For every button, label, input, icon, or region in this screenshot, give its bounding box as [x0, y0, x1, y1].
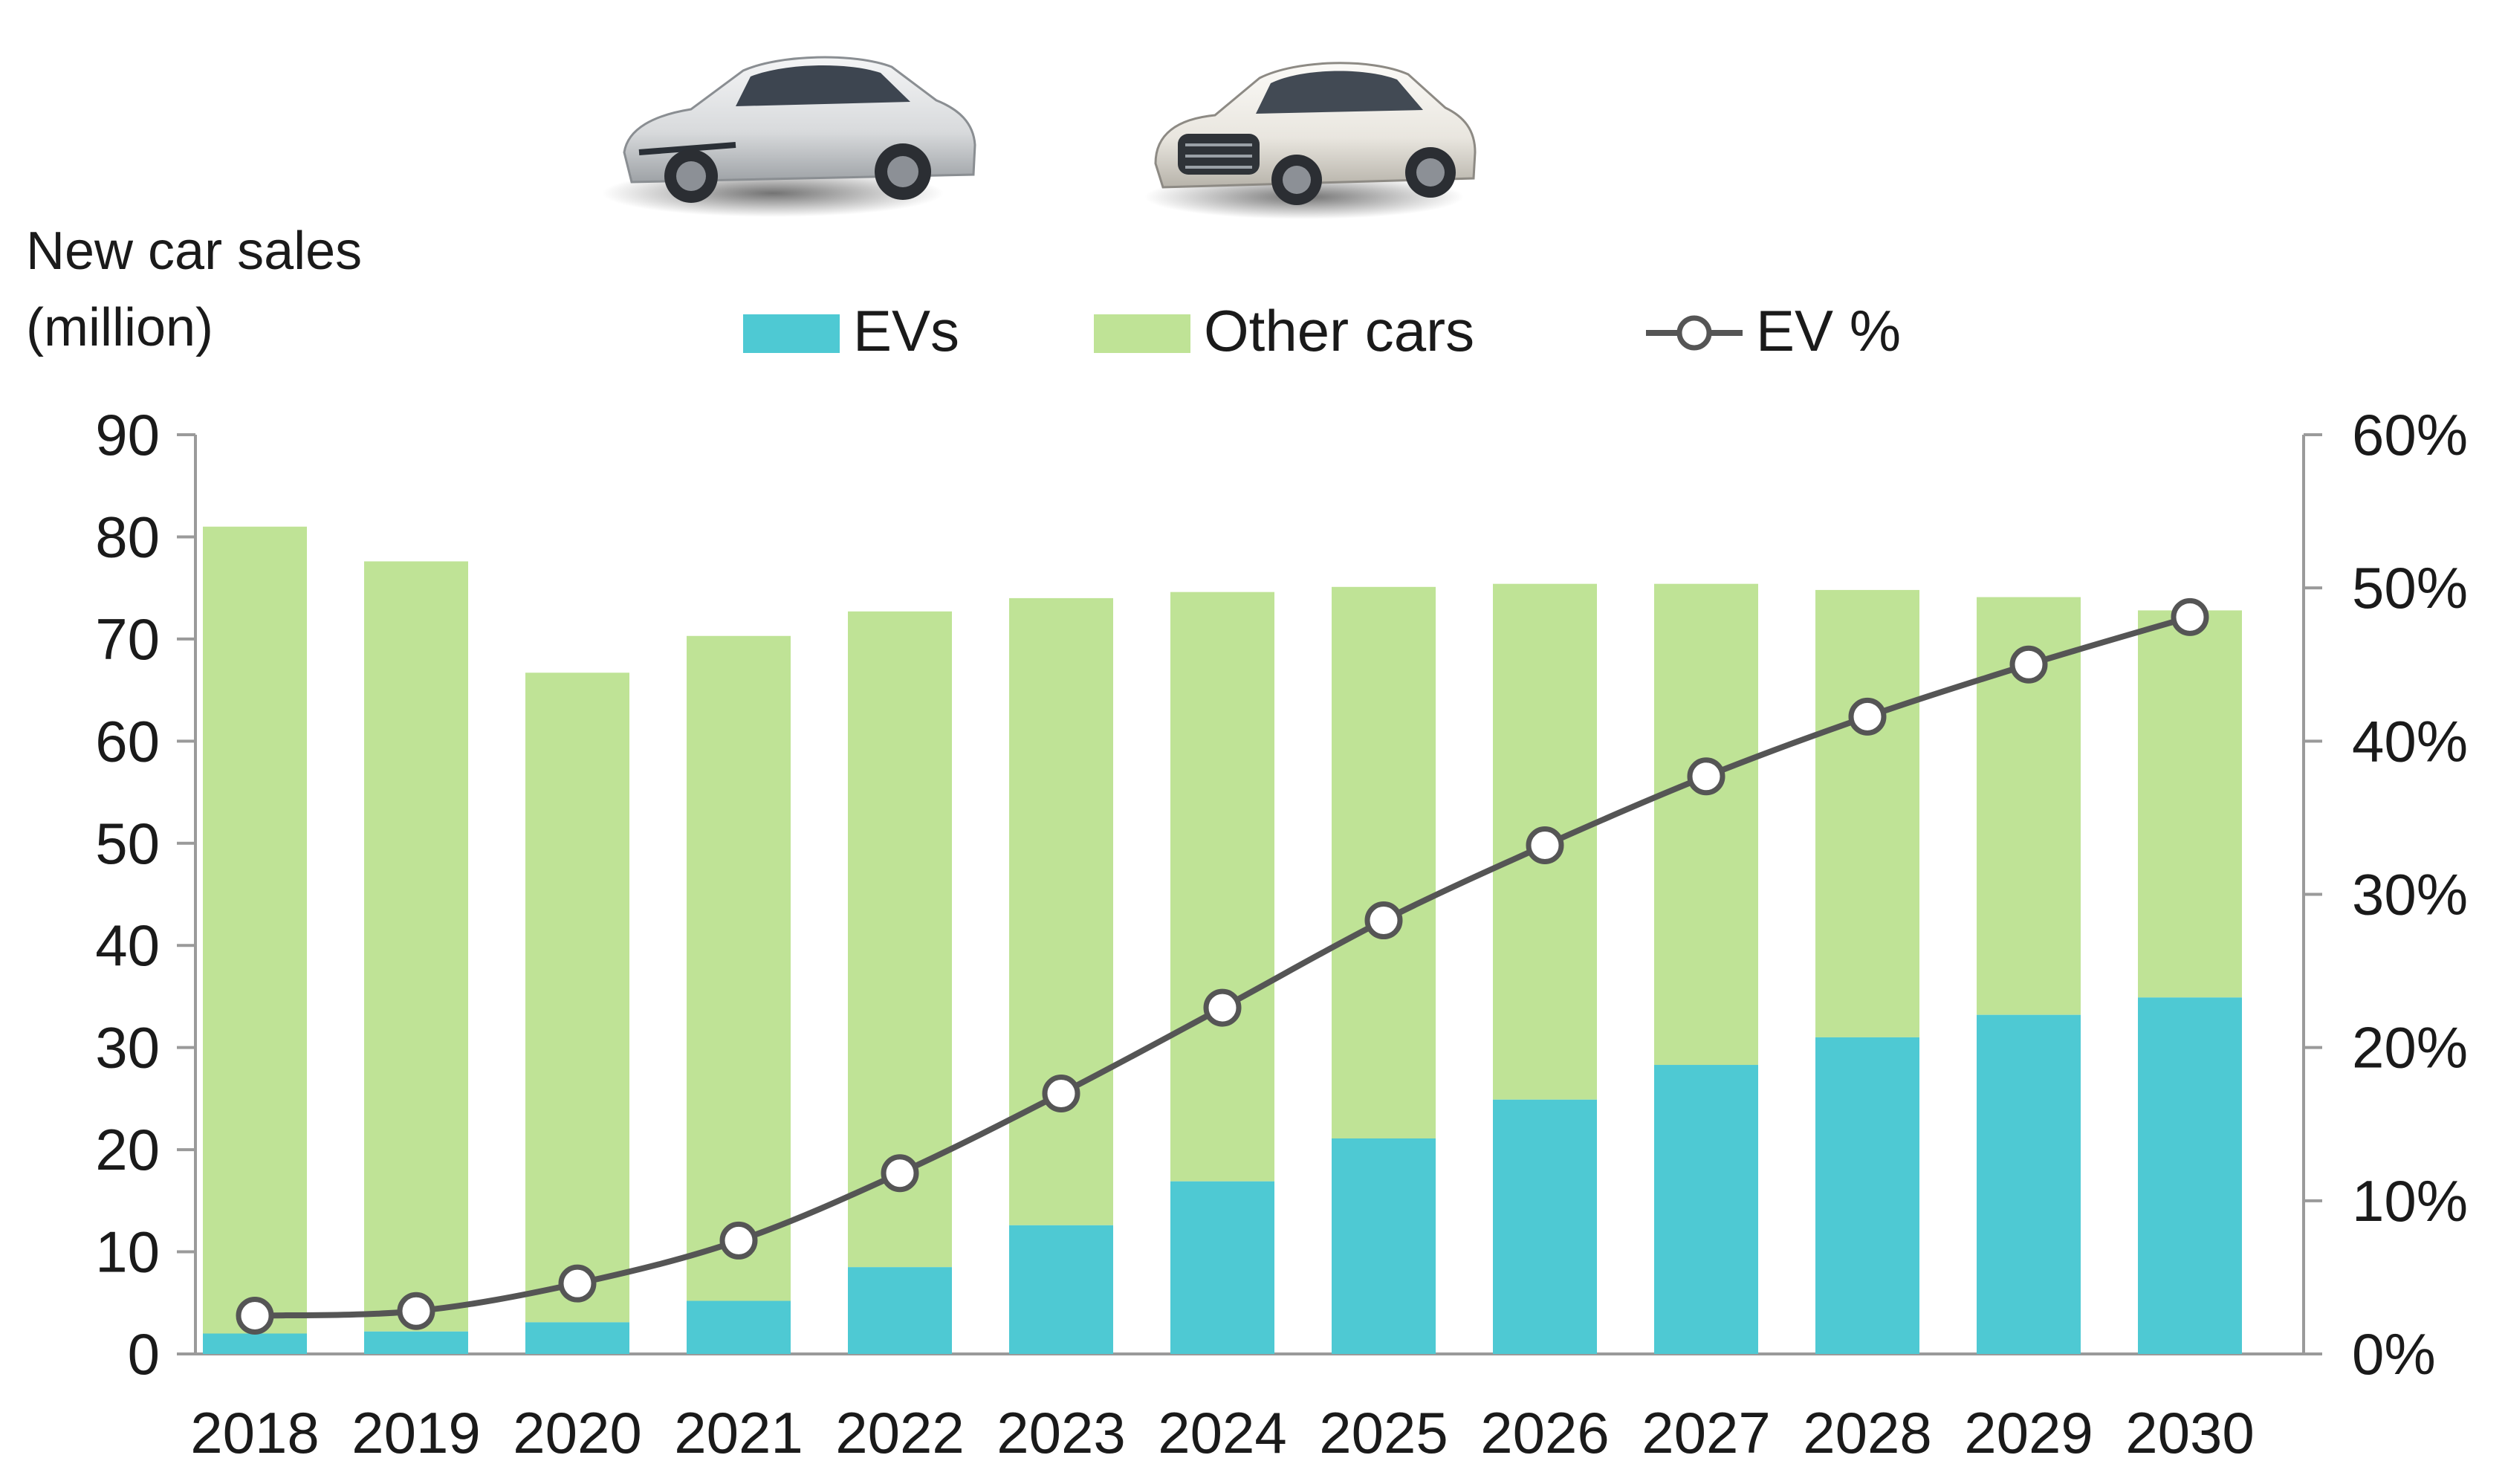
- bar-evs-2026: [1493, 1099, 1597, 1354]
- x-axis-labels: 2018 2019 2020 2021 2022 2023 2024 2025 2026 2027…: [190, 1400, 2255, 1465]
- x-tick-label: 2018: [190, 1400, 320, 1465]
- left-tick-label: 70: [95, 606, 160, 672]
- bars: [203, 526, 2242, 1354]
- ev-percent-point-2018: [236, 1296, 274, 1335]
- legend-label-other-cars: Other cars: [1204, 298, 1474, 363]
- y-axis-title: New car sales (million): [26, 221, 377, 357]
- bar-other-cars-2019: [364, 561, 468, 1332]
- bar-evs-2022: [848, 1267, 952, 1354]
- x-tick-label: 2028: [1803, 1400, 1932, 1465]
- x-tick-label: 2020: [513, 1400, 642, 1465]
- left-tick-label: 10: [95, 1219, 160, 1285]
- bar-evs-2030: [2138, 997, 2242, 1354]
- x-tick-label: 2024: [1158, 1400, 1287, 1465]
- left-axis-ticks: 0 10 20 30 40 50 60 70 80 90: [95, 402, 195, 1387]
- bar-other-cars-2028: [1815, 589, 1919, 1037]
- ev-car-image: [602, 56, 976, 217]
- ev-percent-point-2020: [558, 1264, 597, 1303]
- left-tick-label: 90: [95, 402, 160, 467]
- right-tick-label: 40%: [2352, 708, 2468, 774]
- ev-percent-point-2027: [1687, 757, 1725, 796]
- left-tick-label: 50: [95, 811, 160, 876]
- ev-percent-point-2024: [1203, 988, 1242, 1027]
- legend-label-evs: EVs: [853, 298, 959, 363]
- left-tick-label: 30: [95, 1015, 160, 1080]
- ev-percent-point-2019: [397, 1292, 435, 1330]
- bar-other-cars-2023: [1009, 597, 1113, 1225]
- bar-evs-2027: [1654, 1065, 1758, 1354]
- right-tick-label: 10%: [2352, 1168, 2468, 1234]
- ev-percent-point-2025: [1364, 901, 1403, 940]
- bar-evs-2024: [1170, 1181, 1274, 1354]
- right-tick-label: 20%: [2352, 1015, 2468, 1080]
- ev-percent-point-2029: [2009, 645, 2048, 684]
- left-tick-label: 60: [95, 708, 160, 774]
- bar-other-cars-2018: [203, 526, 307, 1334]
- bar-evs-2021: [687, 1300, 791, 1354]
- bar-evs-2025: [1332, 1138, 1436, 1354]
- bar-evs-2029: [1977, 1014, 2081, 1354]
- left-tick-label: 0: [128, 1321, 160, 1387]
- x-tick-label: 2027: [1642, 1400, 1771, 1465]
- x-tick-label: 2029: [1964, 1400, 2093, 1465]
- right-axis-ticks: 0% 10% 20% 30% 40% 50% 60%: [2304, 402, 2468, 1387]
- left-tick-label: 20: [95, 1117, 160, 1182]
- x-tick-label: 2023: [997, 1400, 1126, 1465]
- bar-other-cars-2027: [1654, 583, 1758, 1066]
- left-tick-label: 80: [95, 504, 160, 569]
- legend: EVs Other cars EV %: [743, 298, 1901, 363]
- right-tick-label: 50%: [2352, 555, 2468, 621]
- ev-percent-point-2026: [1526, 826, 1564, 865]
- bar-evs-2019: [364, 1331, 468, 1354]
- x-tick-label: 2025: [1319, 1400, 1448, 1465]
- ev-percent-line: [236, 597, 2209, 1335]
- x-tick-label: 2022: [835, 1400, 965, 1465]
- bar-evs-2020: [525, 1322, 629, 1354]
- right-tick-label: 60%: [2352, 402, 2468, 467]
- right-tick-label: 0%: [2352, 1321, 2436, 1387]
- right-tick-label: 30%: [2352, 862, 2468, 927]
- x-tick-label: 2021: [674, 1400, 803, 1465]
- y-axis-title-line-2: (million): [26, 298, 213, 357]
- bar-evs-2028: [1815, 1037, 1919, 1354]
- ev-percent-point-2023: [1042, 1075, 1080, 1113]
- bar-evs-2018: [203, 1333, 307, 1354]
- legend-swatch-evs: [743, 314, 840, 353]
- bar-other-cars-2030: [2138, 610, 2242, 998]
- legend-label-ev-percent: EV %: [1756, 298, 1901, 363]
- x-tick-label: 2019: [351, 1400, 481, 1465]
- y-axis-title-line-1: New car sales: [26, 221, 362, 281]
- bar-other-cars-2025: [1332, 586, 1436, 1138]
- ev-percent-point-2028: [1848, 697, 1887, 736]
- ev-percent-point-2021: [719, 1221, 758, 1260]
- gasoline-car-image: [1144, 62, 1477, 219]
- legend-swatch-other-cars: [1094, 314, 1190, 353]
- bar-other-cars-2021: [687, 635, 791, 1301]
- bar-evs-2023: [1009, 1225, 1113, 1354]
- bar-other-cars-2020: [525, 673, 629, 1323]
- left-tick-label: 40: [95, 913, 160, 978]
- x-tick-label: 2026: [1480, 1400, 1610, 1465]
- ev-percent-point-2022: [881, 1154, 919, 1193]
- x-tick-label: 2030: [2125, 1400, 2255, 1465]
- bar-other-cars-2024: [1170, 592, 1274, 1182]
- ev-percent-point-2030: [2171, 597, 2209, 636]
- legend-marker-ev-percent: [1676, 315, 1712, 351]
